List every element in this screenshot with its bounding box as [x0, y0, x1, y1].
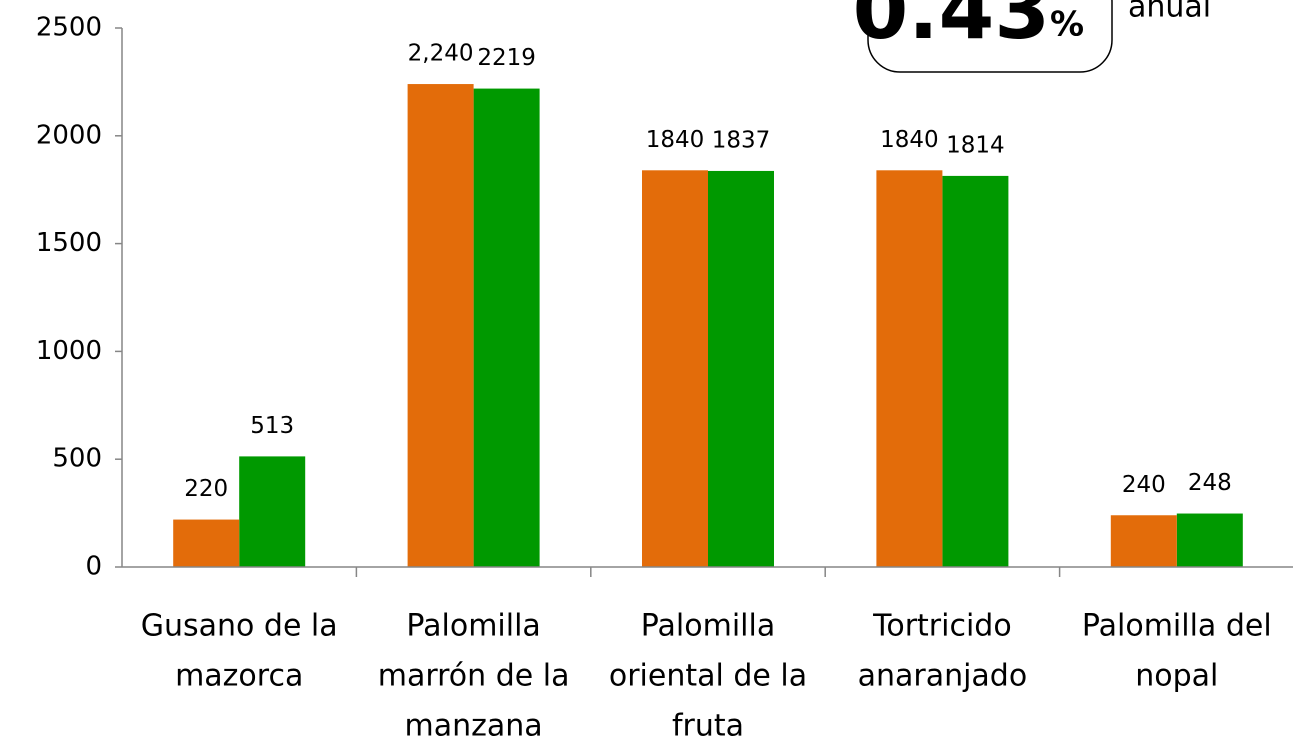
annotation-value: 0.43 — [853, 0, 1050, 57]
value-label: 240 — [1122, 472, 1166, 498]
y-tick-label: 0 — [85, 552, 102, 582]
x-tick-label: manzana — [405, 709, 543, 741]
x-tick-label: fruta — [672, 709, 744, 741]
bar — [876, 170, 943, 567]
annotation-box — [867, 0, 1113, 73]
x-tick-label: anaranjado — [858, 659, 1028, 694]
value-label: 248 — [1188, 470, 1232, 496]
annotation-unit: % — [1050, 5, 1084, 45]
bar — [1176, 513, 1243, 567]
bar — [1110, 515, 1177, 567]
y-tick-label: 1500 — [36, 228, 102, 258]
x-tick-label: nopal — [1135, 659, 1218, 694]
x-tick-label: Palomilla — [641, 609, 775, 644]
x-tick-label: Palomilla del — [1082, 609, 1272, 644]
bar — [173, 519, 240, 567]
x-tick-label: Gusano de la — [141, 609, 338, 644]
bar — [642, 170, 708, 567]
value-label: 2,240 — [408, 41, 474, 67]
value-label: 1840 — [880, 127, 939, 153]
value-label: 1814 — [946, 132, 1005, 158]
x-tick-label: Tortricido — [872, 609, 1012, 644]
y-tick-label: 2500 — [36, 13, 102, 43]
bar — [473, 88, 540, 567]
bar — [239, 456, 306, 567]
bar — [407, 84, 474, 567]
x-tick-label: oriental de la — [609, 659, 807, 694]
x-tick-label: Palomilla — [406, 609, 540, 644]
value-label: 1840 — [646, 127, 705, 153]
y-tick-label: 1000 — [36, 336, 102, 366]
value-label: 1837 — [712, 127, 771, 153]
bar — [942, 175, 1009, 567]
y-tick-label: 500 — [52, 444, 102, 474]
y-tick-label: 2000 — [36, 120, 102, 150]
value-label: 220 — [184, 476, 228, 502]
annotation-text: anual — [1128, 0, 1211, 25]
x-tick-label: marrón de la — [378, 659, 570, 694]
value-label: 513 — [250, 413, 294, 439]
bar — [708, 170, 774, 567]
x-tick-label: mazorca — [175, 659, 303, 694]
value-label: 2219 — [477, 45, 536, 71]
